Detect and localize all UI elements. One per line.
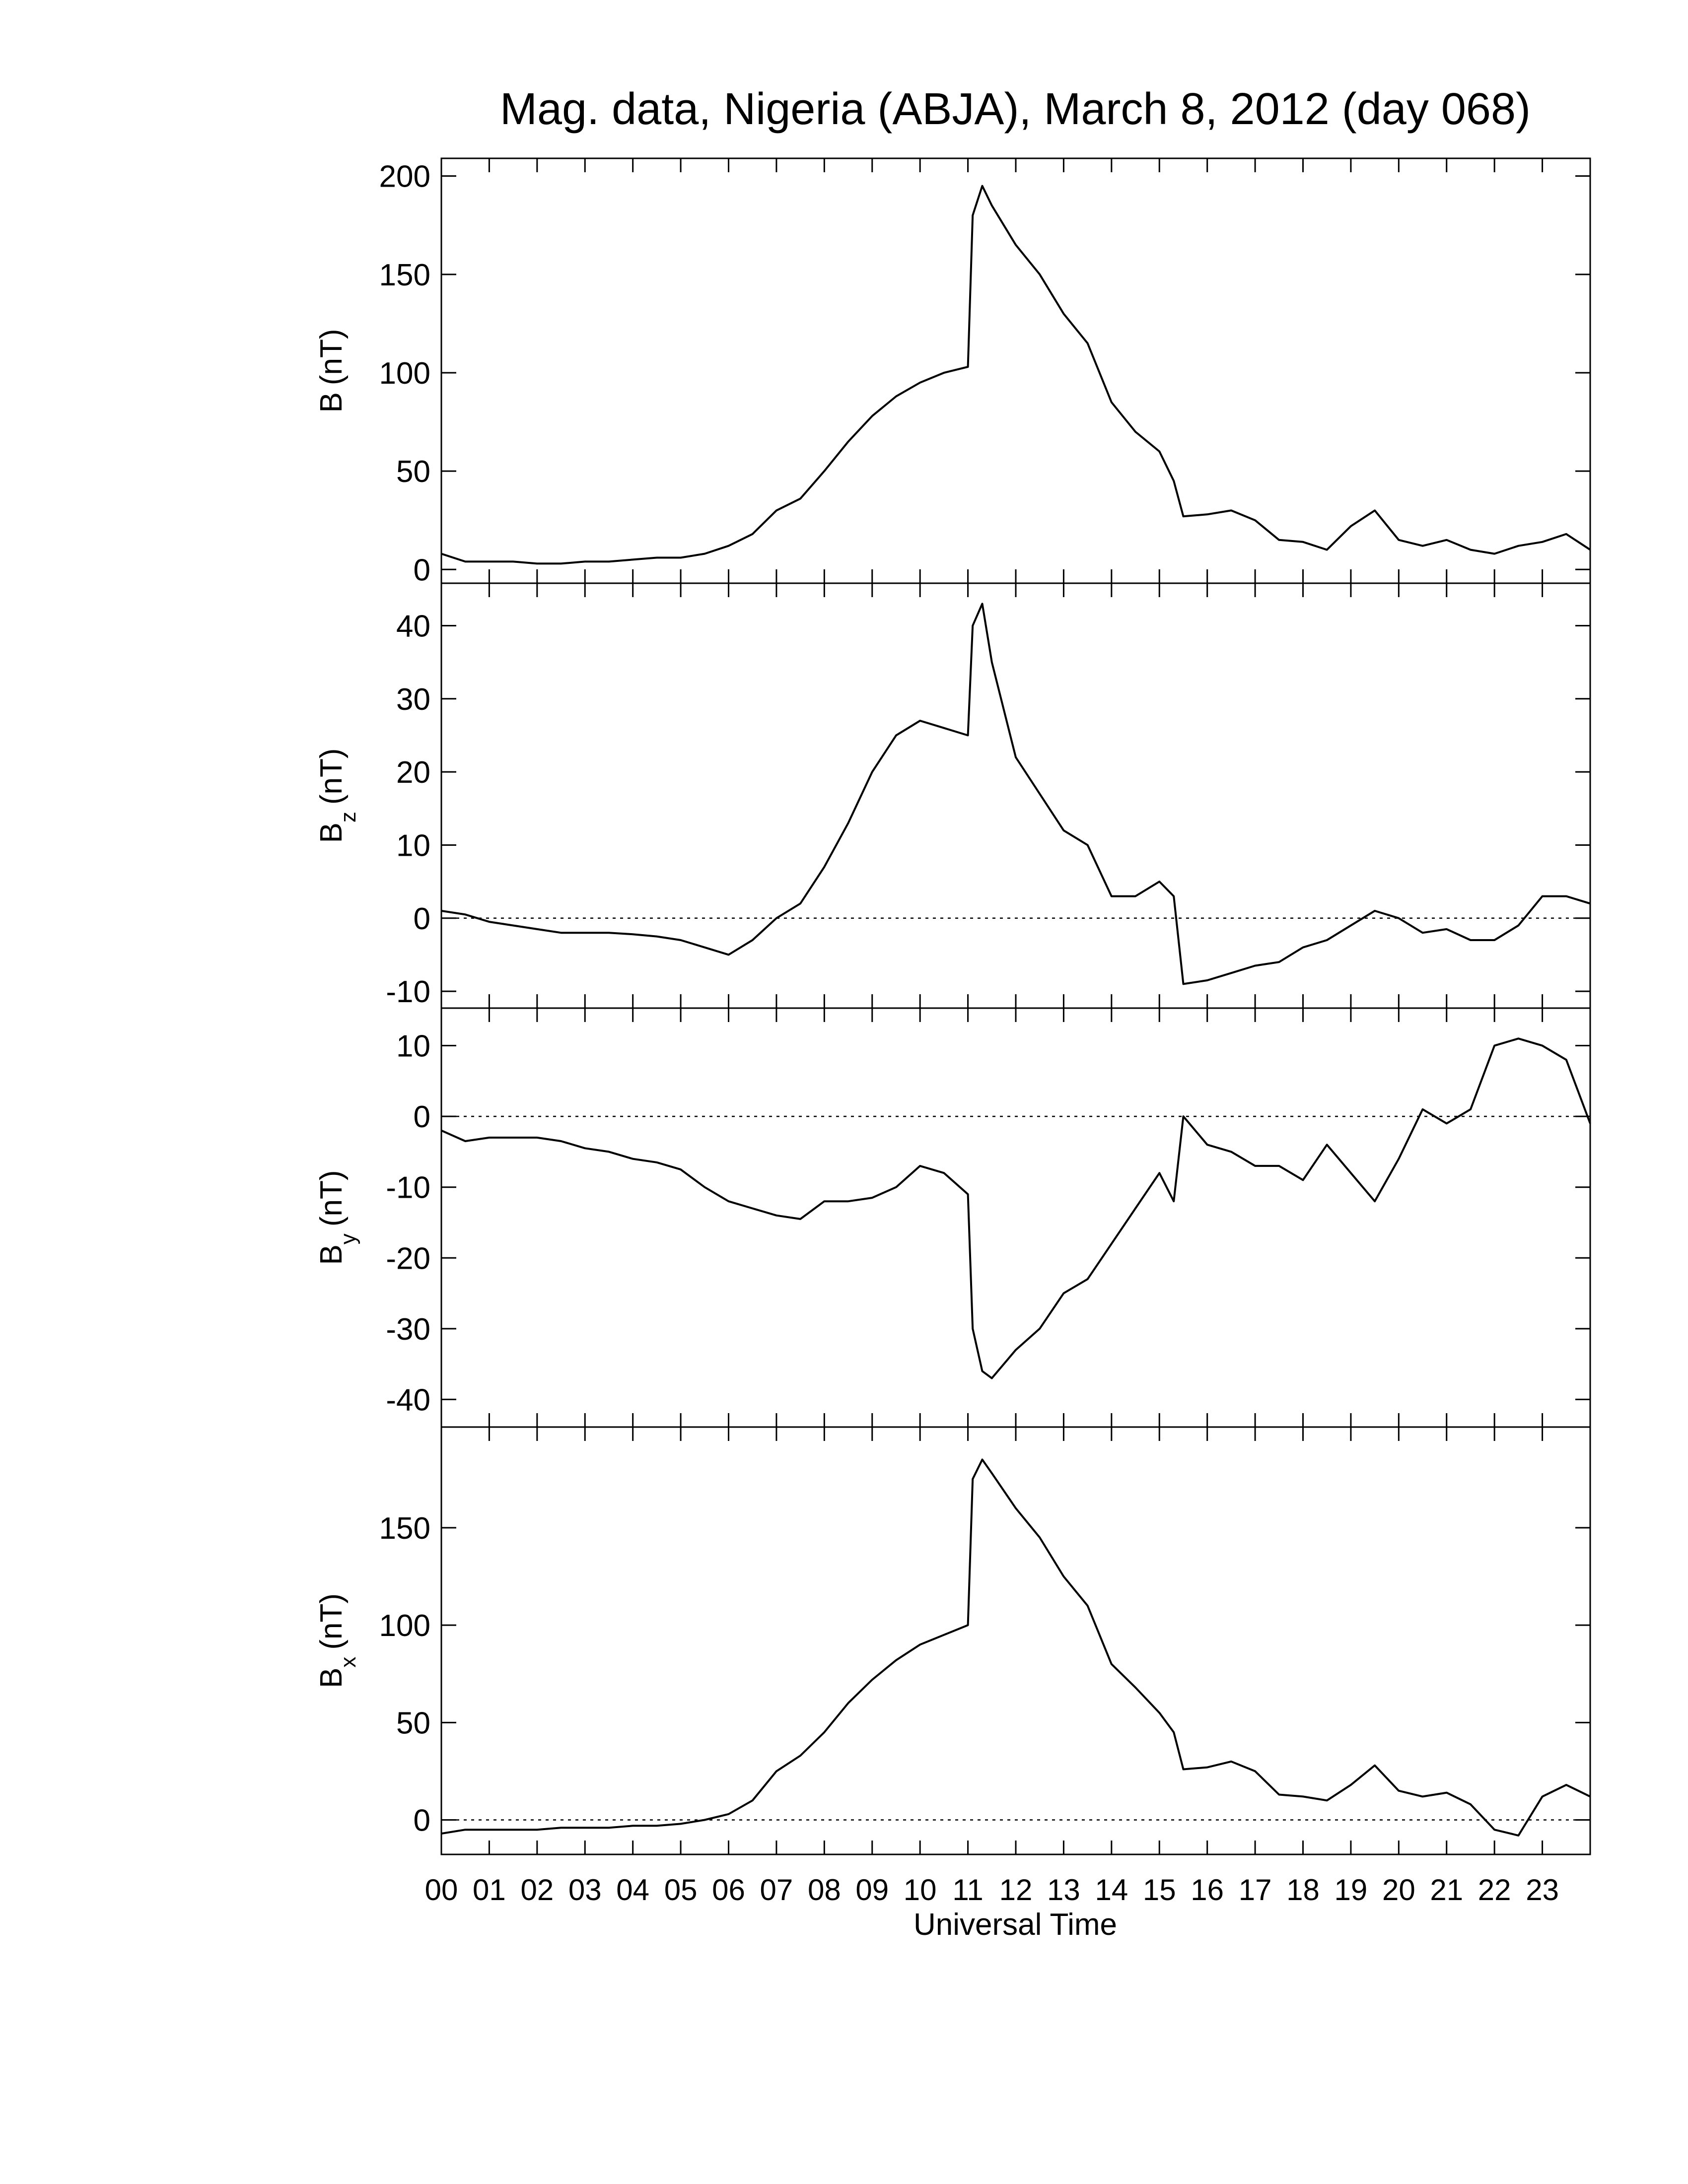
x-tick-label: 14 [1095,1873,1128,1907]
y-axis-label: Bz (nT) [314,748,360,843]
x-tick-label: 06 [712,1873,745,1907]
y-label-symbol: B [314,822,349,843]
y-label-unit: (nT) [314,1593,349,1650]
plot-frame [440,1007,1591,1428]
y-tick-label: 50 [396,1706,430,1740]
y-tick-label: -10 [386,975,430,1009]
x-tick-label: 23 [1526,1873,1559,1907]
data-line [441,603,1591,985]
y-label-symbol: B [314,1668,349,1688]
data-line [441,1458,1591,1837]
x-tick-label: 04 [616,1873,649,1907]
x-tick-label: 21 [1430,1873,1463,1907]
x-tick-label: 09 [855,1873,889,1907]
y-tick-label: 0 [414,1100,430,1134]
data-line [441,1037,1591,1379]
y-tick-label: 50 [396,455,430,489]
data-line [441,185,1591,565]
x-tick-label: 20 [1382,1873,1415,1907]
x-tick-label: 18 [1286,1873,1320,1907]
x-tick-label: 12 [999,1873,1033,1907]
y-tick-label: 0 [414,553,430,587]
x-tick-label: 05 [664,1873,698,1907]
x-tick-label: 17 [1239,1873,1272,1907]
y-label-unit: (nT) [314,748,349,805]
y-axis-label: Bx (nT) [314,1593,360,1688]
x-tick-label: 02 [520,1873,554,1907]
x-tick-label: 00 [425,1873,458,1907]
x-tick-label: 16 [1191,1873,1224,1907]
y-label-symbol: B [314,1244,349,1265]
y-tick-label: 100 [379,1609,430,1643]
y-label-unit: (nT) [314,1170,349,1227]
chart-title: Mag. data, Nigeria (ABJA), March 8, 2012… [500,84,1531,134]
x-tick-label: 01 [473,1873,506,1907]
y-tick-label: 10 [396,1029,430,1064]
x-tick-label: 13 [1047,1873,1080,1907]
x-tick-label: 08 [808,1873,841,1907]
y-label-subscript: y [336,1233,360,1244]
y-tick-label: 100 [379,356,430,391]
x-tick-label: 15 [1143,1873,1176,1907]
y-tick-label: 40 [396,609,430,643]
y-axis-label: By (nT) [314,1170,360,1265]
x-tick-label: 11 [952,1873,983,1907]
y-tick-label: 10 [396,828,430,863]
y-tick-label: 0 [414,902,430,936]
x-tick-label: 19 [1335,1873,1368,1907]
x-axis-label: Universal Time [914,1908,1117,1942]
plot-frame [440,1426,1591,1855]
y-label-symbol: B [314,392,349,412]
y-label-unit: (nT) [314,329,349,385]
x-tick-label: 22 [1478,1873,1511,1907]
y-tick-label: 150 [379,1511,430,1546]
plot-frame [440,157,1591,584]
y-tick-label: 150 [379,258,430,292]
y-axis-label: B (nT) [314,329,349,412]
plot-frame [440,582,1591,1009]
y-label-subscript: x [336,1657,360,1668]
x-tick-label: 10 [904,1873,937,1907]
y-tick-label: 0 [414,1804,430,1838]
y-tick-label: -20 [386,1241,430,1276]
x-tick-label: 03 [568,1873,602,1907]
y-tick-label: -30 [386,1312,430,1347]
y-tick-label: -10 [386,1171,430,1205]
y-tick-label: -40 [386,1383,430,1417]
y-tick-label: 200 [379,160,430,194]
y-tick-label: 30 [396,682,430,717]
x-tick-label: 07 [760,1873,793,1907]
y-label-subscript: z [336,812,360,822]
y-tick-label: 20 [396,755,430,790]
